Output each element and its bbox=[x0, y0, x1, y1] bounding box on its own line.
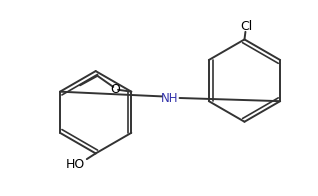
Text: Cl: Cl bbox=[240, 20, 252, 33]
Text: O: O bbox=[110, 83, 120, 96]
Text: HO: HO bbox=[66, 158, 85, 171]
Text: NH: NH bbox=[161, 92, 179, 104]
